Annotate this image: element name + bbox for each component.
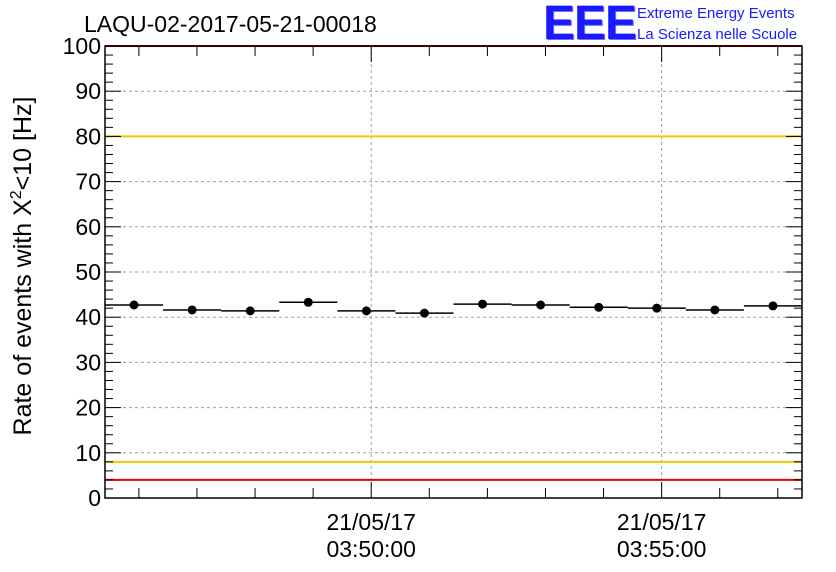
y-tick-label: 40 [75, 304, 101, 330]
data-point [652, 303, 662, 313]
y-tick-label: 50 [75, 259, 101, 285]
y-tick-label: 80 [75, 123, 101, 149]
data-point [303, 297, 313, 307]
data-point [361, 306, 371, 316]
data-point [594, 302, 604, 312]
x-tick-label-time: 03:55:00 [617, 536, 707, 562]
y-tick-label: 0 [88, 485, 101, 511]
grid-lines [105, 46, 802, 498]
eee-logo-mark: EEE [543, 0, 637, 50]
x-tick-label-time: 03:50:00 [326, 536, 416, 562]
x-tick-label-date: 21/05/17 [326, 509, 416, 535]
y-tick-label: 90 [75, 78, 101, 104]
y-tick-label: 30 [75, 349, 101, 375]
eee-logo-line-1: Extreme Energy Events [637, 5, 795, 22]
data-point [187, 305, 197, 315]
data-point [768, 301, 778, 311]
data-point [710, 305, 720, 315]
data-series [105, 297, 802, 318]
y-tick-label: 20 [75, 395, 101, 421]
data-point [129, 300, 139, 310]
y-tick-label: 70 [75, 169, 101, 195]
reference-lines [105, 45, 802, 481]
y-tick-labels: 0 10 20 30 40 50 60 70 80 90 100 [63, 33, 101, 511]
data-point [536, 300, 546, 310]
y-axis-label: Rate of events with X2<10 [Hz] [8, 97, 37, 436]
data-point [245, 306, 255, 316]
plot-title: LAQU-02-2017-05-21-00018 [84, 11, 377, 37]
y-tick-label: 100 [63, 33, 101, 59]
data-point [478, 299, 488, 309]
y-tick-label: 60 [75, 214, 101, 240]
axis-ticks [105, 45, 802, 499]
x-tick-label-date: 21/05/17 [617, 509, 707, 535]
data-point [419, 308, 429, 318]
y-tick-label: 10 [75, 440, 101, 466]
eee-logo: EEE Extreme Energy Events La Scienza nel… [543, 0, 833, 50]
eee-logo-line-2: La Scienza nelle Scuole [637, 26, 798, 43]
